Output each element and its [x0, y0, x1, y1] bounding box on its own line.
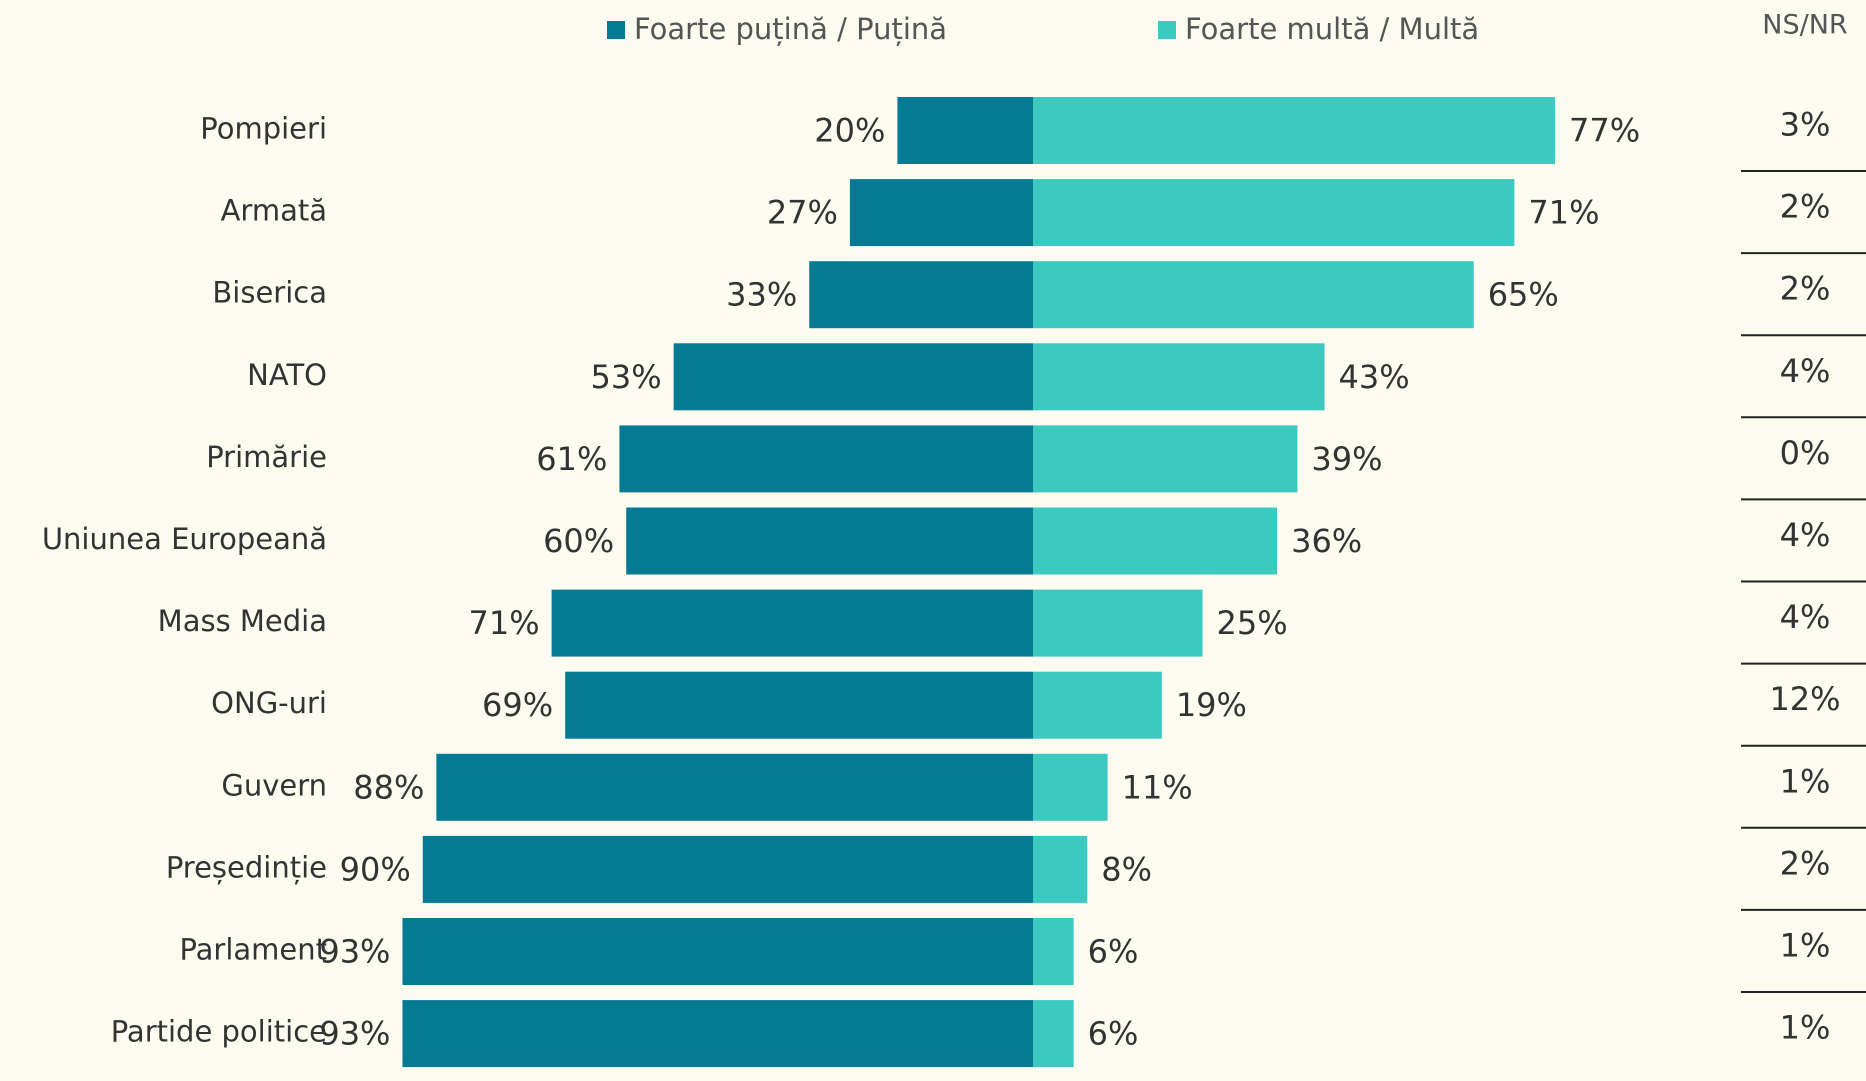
category-label: Uniunea Europeană	[42, 522, 327, 556]
value-label: 93%	[319, 933, 390, 971]
ns-nr-value: 4%	[1780, 598, 1831, 636]
ns-nr-value: 1%	[1780, 1009, 1831, 1047]
bar	[673, 343, 1033, 411]
legend-swatch	[1158, 21, 1176, 39]
bar	[1033, 507, 1278, 575]
bar	[551, 589, 1033, 657]
bar	[422, 835, 1033, 903]
bar	[626, 507, 1033, 575]
legend-swatch	[607, 21, 625, 39]
value-label: 8%	[1101, 850, 1152, 888]
ns-nr-value: 4%	[1780, 352, 1831, 390]
value-label: 69%	[482, 686, 553, 724]
bar	[1033, 671, 1162, 739]
ns-nr-value: 1%	[1780, 927, 1831, 965]
ns-nr-value: 2%	[1780, 844, 1831, 882]
ns-nr-header: NS/NR	[1762, 10, 1847, 41]
category-label: Primărie	[206, 440, 327, 474]
bar	[849, 179, 1033, 247]
bar	[402, 1000, 1034, 1068]
bar	[1033, 835, 1088, 903]
value-label: 6%	[1088, 933, 1139, 971]
value-label: 90%	[340, 850, 411, 888]
value-label: 33%	[726, 276, 797, 314]
legend-label: Foarte multă / Multă	[1185, 12, 1479, 46]
value-label: 65%	[1488, 276, 1559, 314]
bar	[1033, 589, 1203, 657]
value-label: 25%	[1217, 604, 1288, 642]
bar	[1033, 1000, 1074, 1068]
category-label: NATO	[247, 358, 327, 392]
value-label: 60%	[543, 522, 614, 560]
category-label: Președinție	[166, 850, 327, 884]
value-label: 43%	[1339, 358, 1410, 396]
ns-nr-value: 12%	[1769, 680, 1840, 718]
ns-nr-value: 1%	[1780, 762, 1831, 800]
value-label: 71%	[468, 604, 539, 642]
value-label: 77%	[1569, 112, 1640, 150]
category-label: Parlament	[179, 933, 327, 967]
bar	[1033, 261, 1474, 329]
value-label: 93%	[319, 1015, 390, 1053]
category-label: Armată	[221, 194, 327, 228]
ns-nr-value: 2%	[1780, 188, 1831, 226]
category-label: ONG-uri	[211, 686, 327, 720]
ns-nr-value: 0%	[1780, 434, 1831, 472]
bar	[1033, 753, 1108, 821]
value-label: 53%	[591, 358, 662, 396]
ns-nr-value: 3%	[1780, 106, 1831, 144]
bar	[402, 918, 1034, 985]
ns-nr-value: 2%	[1780, 270, 1831, 308]
value-label: 88%	[353, 768, 424, 806]
value-label: 6%	[1088, 1015, 1139, 1053]
value-label: 27%	[767, 194, 838, 232]
bar	[809, 261, 1033, 329]
ns-nr-value: 4%	[1780, 516, 1831, 554]
category-label: Biserica	[212, 276, 327, 310]
value-label: 36%	[1291, 522, 1362, 560]
value-label: 61%	[536, 440, 607, 478]
category-label: Pompieri	[200, 112, 327, 146]
value-label: 19%	[1176, 686, 1247, 724]
bar	[1033, 425, 1298, 493]
value-label: 20%	[814, 112, 885, 150]
category-label: Partide politice	[111, 1015, 327, 1049]
bar	[1033, 179, 1515, 247]
category-label: Guvern	[221, 768, 327, 802]
bar	[436, 753, 1033, 821]
bar	[565, 671, 1033, 739]
legend-label: Foarte puțină / Puțină	[634, 12, 947, 46]
value-label: 71%	[1528, 194, 1599, 232]
bar	[1033, 918, 1074, 985]
category-label: Mass Media	[158, 604, 327, 638]
bar	[1033, 343, 1325, 411]
value-label: 39%	[1311, 440, 1382, 478]
bar	[619, 425, 1033, 493]
value-label: 11%	[1122, 768, 1193, 806]
bar	[1033, 97, 1556, 164]
bar	[897, 97, 1033, 164]
